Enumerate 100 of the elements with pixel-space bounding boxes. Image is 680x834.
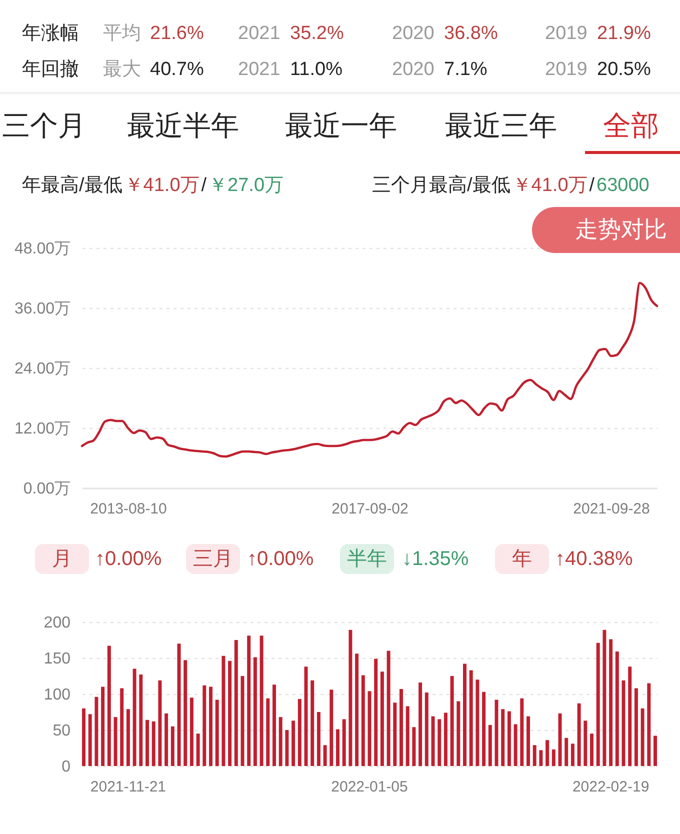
bar — [488, 724, 492, 766]
y-tick-label: 12.00万 — [14, 420, 70, 438]
x-tick-label: 2021-09-28 — [573, 500, 650, 518]
bar — [438, 719, 442, 766]
bar — [336, 729, 340, 766]
bar — [272, 684, 276, 766]
bar — [88, 714, 92, 766]
bar — [520, 698, 524, 766]
bar — [456, 701, 460, 766]
bar — [209, 686, 212, 766]
bar — [247, 636, 251, 766]
text: 三个月 — [2, 110, 86, 141]
text: / — [589, 175, 596, 196]
bar — [609, 639, 613, 766]
bar — [469, 670, 473, 766]
bar — [158, 680, 162, 766]
line-series — [80, 282, 658, 458]
bar — [266, 698, 270, 766]
text: 最近半年 — [127, 110, 239, 141]
bar — [82, 708, 86, 766]
bar — [361, 675, 365, 766]
y-tick-label: 0.00万 — [23, 480, 70, 498]
x-tick-label: 2013-08-10 — [90, 500, 167, 518]
text: ↑0.00% — [95, 548, 162, 570]
bar — [278, 717, 282, 766]
bar — [596, 642, 600, 766]
text: 平均 — [103, 23, 141, 44]
bar — [546, 740, 550, 766]
bar — [507, 711, 511, 766]
bar — [196, 734, 200, 766]
text: 63000 — [596, 175, 650, 196]
y-tick-label: 0 — [62, 758, 71, 776]
bar — [400, 688, 403, 766]
bar — [615, 652, 619, 766]
text: ￥41.0万 — [512, 175, 588, 196]
bar — [107, 646, 111, 766]
text: 2019 — [545, 59, 588, 80]
bar — [120, 688, 124, 766]
text: 三个月最高/最低 — [372, 174, 510, 196]
bar — [139, 674, 143, 766]
text: 21.9% — [597, 23, 651, 44]
x-tick-label: 2017-09-02 — [332, 500, 408, 518]
x-tick-label: 2022-02-19 — [572, 778, 650, 796]
bar — [552, 749, 556, 766]
text: 三月 — [193, 548, 233, 570]
bar — [323, 745, 327, 766]
bar — [539, 750, 543, 766]
text: 半年 — [347, 548, 387, 570]
text: 月 — [52, 548, 72, 570]
bar — [450, 676, 454, 766]
bar — [94, 696, 98, 766]
y-tick-label: 50 — [52, 722, 71, 740]
text: 全部 — [603, 110, 659, 141]
bar — [406, 706, 410, 766]
bar — [418, 682, 422, 766]
bar — [330, 690, 334, 766]
text: 20.5% — [597, 59, 651, 80]
bar — [412, 727, 416, 766]
y-tick-label: 150 — [44, 650, 71, 668]
text: 7.1% — [444, 59, 488, 80]
bar — [146, 720, 149, 766]
y-tick-label: 200 — [44, 614, 71, 632]
bar — [222, 656, 226, 766]
bar — [184, 660, 188, 766]
text: ↑40.38% — [555, 548, 634, 570]
bar — [590, 734, 594, 766]
text: / — [201, 175, 208, 196]
text: 最近一年 — [285, 110, 397, 141]
text: 最近三年 — [445, 110, 557, 141]
text: 年回撤 — [22, 59, 79, 80]
bar — [380, 672, 384, 766]
bar — [202, 685, 206, 766]
bar — [532, 745, 536, 766]
text: ↑0.00% — [247, 548, 314, 570]
bar — [342, 719, 346, 766]
bar — [634, 688, 638, 766]
bar — [285, 730, 289, 766]
text: 年 — [512, 548, 532, 570]
bar — [126, 709, 130, 766]
bar — [374, 658, 378, 766]
bar — [234, 640, 238, 766]
bar — [253, 657, 257, 766]
bar — [476, 680, 480, 766]
text: 年涨幅 — [22, 23, 79, 44]
bar — [514, 724, 518, 766]
bar — [570, 744, 574, 766]
text: ￥27.0万 — [208, 175, 284, 196]
bar — [170, 726, 174, 766]
bar — [584, 720, 588, 766]
text: 35.2% — [290, 23, 344, 44]
bar — [482, 692, 486, 766]
bar — [628, 666, 632, 766]
y-tick-label: 36.00万 — [14, 300, 70, 318]
bar — [654, 736, 657, 766]
text: 36.8% — [444, 23, 498, 44]
text: 21.6% — [150, 23, 204, 44]
text: ￥41.0万 — [124, 175, 200, 196]
bar — [164, 713, 168, 766]
bar — [292, 720, 296, 766]
bar — [101, 686, 105, 766]
